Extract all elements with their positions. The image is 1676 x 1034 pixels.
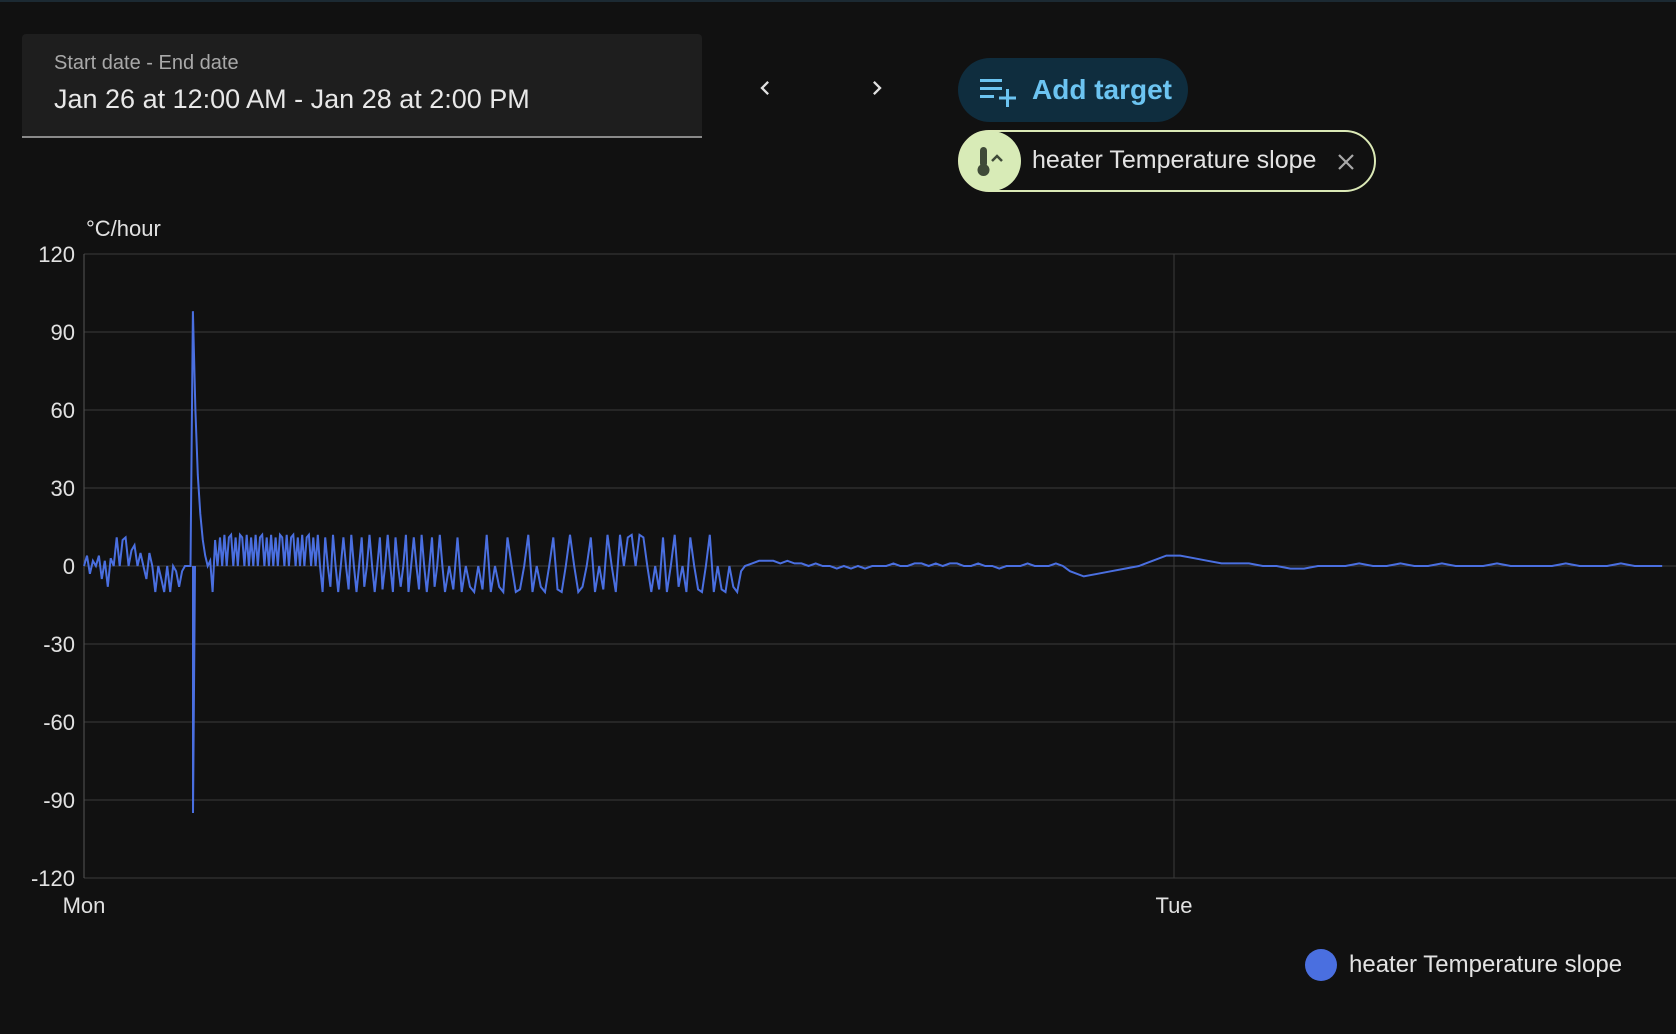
thermometer-chevron-up-icon: [977, 147, 1003, 176]
top-divider: [0, 0, 1676, 2]
next-period-button[interactable]: [853, 64, 901, 112]
y-tick-label: 0: [63, 554, 75, 579]
target-chip-label: heater Temperature slope: [1032, 146, 1317, 174]
y-tick-label: 60: [51, 398, 75, 423]
date-range-value: Jan 26 at 12:00 AM - Jan 28 at 2:00 PM: [54, 84, 530, 114]
chevron-right-icon: [873, 81, 882, 95]
target-chip[interactable]: heater Temperature slope: [958, 130, 1376, 192]
legend-label: heater Temperature slope: [1349, 951, 1623, 978]
x-tick-label: Tue: [1155, 893, 1192, 918]
series-line-spike: [192, 565, 196, 814]
target-chip-avatar: [959, 131, 1021, 191]
add-target-button[interactable]: Add target: [958, 58, 1188, 122]
y-tick-label: -60: [43, 710, 75, 735]
y-tick-label: 120: [38, 242, 75, 267]
legend-swatch: [1305, 949, 1337, 981]
line-chart: 120 90 60 30 0 -30 -60 -90 -120 Mon Tue: [31, 242, 1676, 918]
y-axis-unit: °C/hour: [86, 216, 161, 241]
playlist-plus-icon: [980, 79, 1016, 107]
y-tick-label: 90: [51, 320, 75, 345]
chevron-left-icon: [760, 81, 769, 95]
date-range-picker[interactable]: Start date - End date Jan 26 at 12:00 AM…: [22, 34, 702, 138]
previous-period-button[interactable]: [741, 64, 789, 112]
y-tick-label: -90: [43, 788, 75, 813]
x-tick-label: Mon: [63, 893, 106, 918]
y-tick-label: -30: [43, 632, 75, 657]
add-target-label: Add target: [1032, 74, 1172, 105]
chart-legend[interactable]: heater Temperature slope: [1305, 948, 1622, 982]
series-line-heater-temperature-slope[interactable]: [83, 311, 1663, 595]
y-axis-ticks: 120 90 60 30 0 -30 -60 -90 -120: [31, 242, 75, 891]
y-tick-label: 30: [51, 476, 75, 501]
close-icon[interactable]: [1334, 150, 1358, 174]
x-axis-ticks: Mon Tue: [63, 893, 1193, 918]
date-range-label: Start date - End date: [54, 52, 239, 74]
y-tick-label: -120: [31, 866, 75, 891]
